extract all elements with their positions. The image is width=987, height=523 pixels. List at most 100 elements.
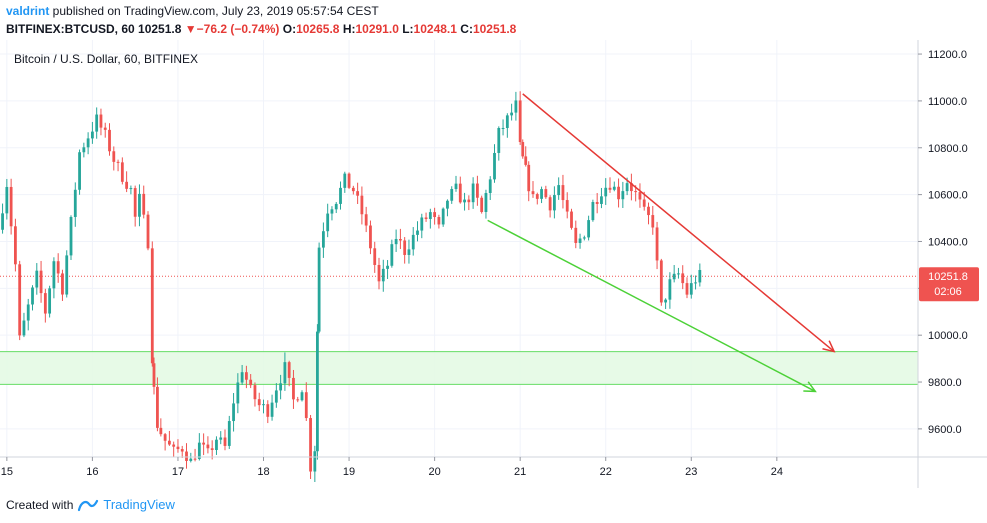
- candle-body: [373, 248, 377, 265]
- price-tick-label: 10000.0: [928, 330, 968, 342]
- time-tick-label: 20: [428, 466, 440, 478]
- candle-body: [565, 200, 569, 212]
- candle-body: [540, 189, 543, 199]
- candle-body: [420, 217, 424, 231]
- candle-body: [22, 320, 26, 336]
- footer: Created with TradingView: [6, 496, 175, 514]
- candle-body: [240, 372, 244, 383]
- candle-body: [334, 203, 338, 210]
- time-tick-label: 21: [514, 466, 526, 478]
- candle-body: [497, 128, 501, 153]
- candle-body: [232, 403, 235, 422]
- candle-body: [587, 220, 591, 238]
- candle-body: [120, 162, 124, 182]
- candle-body: [35, 270, 39, 288]
- candle-body: [103, 127, 107, 130]
- candle-body: [521, 142, 525, 157]
- last-price-label: 10251.8: [138, 22, 182, 36]
- candle-body: [116, 161, 120, 163]
- time-tick-label: 23: [685, 466, 697, 478]
- candle-body: [279, 383, 283, 391]
- tradingview-logo-icon: [78, 499, 99, 512]
- price-tick-label: 10400.0: [928, 236, 968, 248]
- candle-body: [411, 234, 415, 250]
- candle-body: [262, 404, 265, 406]
- candle-body: [108, 129, 111, 152]
- candle-body: [253, 385, 257, 400]
- publication-info: valdrint published on TradingView.com, J…: [6, 3, 379, 19]
- candle-body: [69, 216, 73, 256]
- trendlines-layer[interactable]: [487, 93, 836, 393]
- price-tick-label: 9600.0: [928, 424, 962, 436]
- candle-body: [167, 440, 171, 445]
- candle-body: [617, 186, 620, 200]
- candle-body: [90, 131, 94, 139]
- candle-body: [99, 114, 103, 128]
- candle-body: [407, 249, 411, 255]
- price-tick-label: 10600.0: [928, 190, 968, 202]
- candle-body: [223, 437, 227, 446]
- candle-body: [61, 273, 64, 295]
- candle-body: [386, 265, 389, 269]
- high-value: 10291.0: [355, 22, 399, 36]
- candle-body: [694, 282, 697, 284]
- time-tick-label: 17: [172, 466, 184, 478]
- candle-body: [26, 304, 30, 321]
- candle-body: [189, 458, 193, 461]
- green-trendline: [487, 219, 816, 393]
- candle-body: [48, 288, 52, 314]
- time-tick-label: 24: [771, 466, 783, 478]
- candle-body: [493, 152, 496, 180]
- candle-body: [591, 202, 595, 221]
- candle-body: [206, 444, 210, 449]
- candle-body: [625, 183, 629, 192]
- candle-body: [347, 173, 351, 188]
- candle-body: [95, 114, 99, 132]
- red-trendline: [522, 93, 835, 353]
- candle-body: [309, 418, 312, 472]
- tradingview-brand[interactable]: TradingView: [103, 497, 175, 512]
- candle-body: [544, 189, 548, 198]
- candle-body: [642, 199, 646, 207]
- candle-body: [501, 127, 505, 129]
- candle-body: [390, 244, 394, 266]
- candle-body: [685, 283, 689, 295]
- candle-body: [351, 187, 355, 192]
- candle-body: [31, 287, 34, 305]
- candle-body: [215, 439, 218, 450]
- candle-body: [578, 238, 582, 243]
- candle-body: [484, 193, 488, 212]
- candle-body: [316, 331, 319, 452]
- candle-body: [621, 191, 625, 200]
- price-chart[interactable]: Bitcoin / U.S. Dollar, 60, BITFINEX 1120…: [0, 40, 987, 488]
- candle-body: [505, 115, 509, 128]
- candle-body: [163, 434, 167, 441]
- candle-body: [514, 100, 518, 113]
- candle-body: [283, 362, 287, 384]
- candle-body: [180, 449, 184, 452]
- candle-body: [172, 444, 176, 447]
- time-axis[interactable]: 15 16 17 18 19 20 21 22 23 24: [1, 457, 783, 478]
- green-trendline-arrowhead: [803, 381, 817, 393]
- candle-body: [651, 215, 655, 228]
- author-name[interactable]: valdrint: [6, 4, 50, 18]
- candle-body: [300, 392, 304, 401]
- candle-body: [343, 173, 347, 188]
- candle-body: [39, 270, 43, 294]
- candle-body: [548, 197, 552, 211]
- candle-body: [18, 264, 22, 336]
- candle-body: [647, 206, 650, 216]
- series-title: Bitcoin / U.S. Dollar, 60, BITFINEX: [14, 52, 198, 66]
- candle-body: [296, 399, 300, 401]
- candle-body: [527, 164, 531, 192]
- candle-body: [5, 186, 9, 214]
- candle-body: [112, 151, 116, 162]
- candle-body: [463, 199, 466, 203]
- candle-body: [471, 183, 475, 203]
- candle-body: [257, 399, 261, 406]
- candle-body: [634, 191, 638, 193]
- price-axis[interactable]: 11200.011000.010800.010600.010400.010200…: [918, 49, 968, 436]
- candle-body: [535, 194, 539, 199]
- candle-body: [531, 191, 535, 195]
- high-label: H:: [342, 22, 356, 36]
